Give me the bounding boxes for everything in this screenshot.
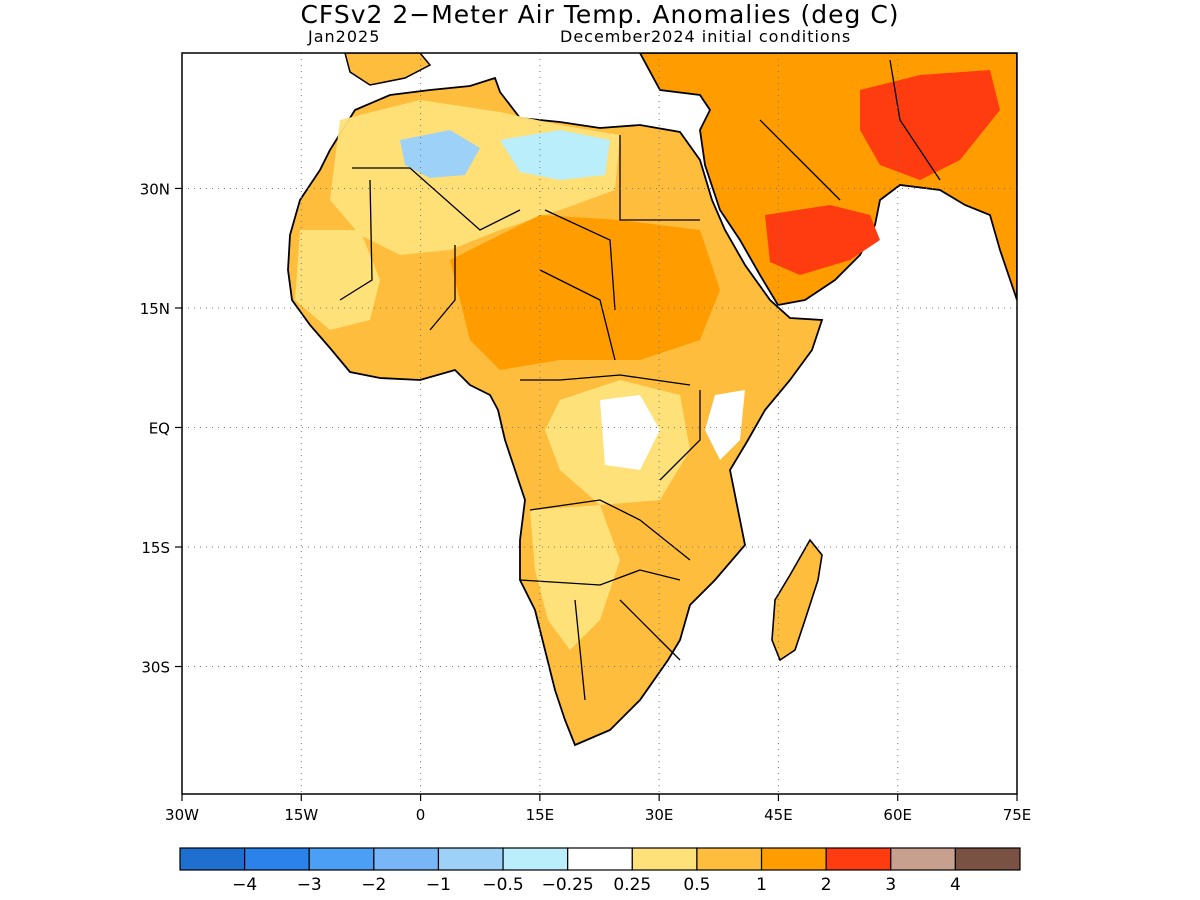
- anomaly-zone-west-weak: [295, 230, 380, 330]
- map-frame: [181, 52, 1018, 795]
- colorbar-swatch: [437, 847, 504, 871]
- colorbar: −4 −3 −2 −1 −0.5 −0.25 0.25 0.5 1 2 3 4: [179, 847, 1021, 895]
- anomaly-zone-cool-north: [400, 130, 480, 178]
- anomaly-zone-east-neutral: [705, 390, 745, 460]
- colorbar-label: 0.25: [613, 875, 651, 895]
- colorbar-swatch: [825, 847, 892, 871]
- latitude-axis: 30N 15N EQ 15S 30S: [140, 180, 182, 677]
- country-borders: [339, 59, 941, 701]
- lat-tick-label: EQ: [149, 419, 170, 437]
- lon-tick-label: 30E: [645, 806, 674, 824]
- colorbar-label: 4: [950, 875, 961, 895]
- lon-tick-label: 0: [416, 806, 426, 824]
- anomaly-zone-cool-egypt: [500, 130, 610, 180]
- lon-tick-label: 15W: [284, 806, 318, 824]
- colorbar-swatch: [373, 847, 440, 871]
- colorbar-label: −1: [426, 875, 451, 895]
- lat-tick-label: 30N: [140, 180, 170, 198]
- colorbar-swatch: [890, 847, 956, 871]
- colorbar-swatch: [244, 847, 310, 871]
- anomaly-zone-iran-hot: [860, 70, 1000, 180]
- colorbar-label: 0.5: [683, 875, 710, 895]
- anomaly-zone-arabia-hot: [765, 205, 880, 275]
- lat-tick-label: 30S: [141, 659, 170, 677]
- colorbar-swatch: [502, 847, 569, 871]
- anomaly-zone-central-neutral: [600, 395, 660, 470]
- lon-tick-label: 60E: [883, 806, 912, 824]
- colorbar-swatch: [631, 847, 698, 871]
- anomaly-zone-south-weak: [530, 505, 620, 650]
- colorbar-label: −0.5: [482, 875, 523, 895]
- colorbar-swatch: [179, 847, 246, 871]
- colorbar-swatch: [954, 847, 1021, 871]
- map-plot-area: [182, 53, 1017, 794]
- colorbar-swatch: [696, 847, 763, 871]
- land-north-mediterranean: [344, 53, 432, 86]
- colorbar-label: −3: [297, 875, 322, 895]
- longitude-axis: 30W 15W 0 15E 30E 45E 60E 75E: [165, 794, 1031, 824]
- colorbar-swatch: [760, 847, 827, 871]
- lon-tick-label: 45E: [764, 806, 793, 824]
- colorbar-swatch: [308, 847, 375, 871]
- colorbar-label: 3: [885, 875, 896, 895]
- colorbar-label: −4: [232, 875, 257, 895]
- colorbar-label: −2: [361, 875, 386, 895]
- land-madagascar: [771, 538, 823, 662]
- initial-conditions-label: December2024 initial conditions: [560, 27, 852, 46]
- colorbar-label: 2: [821, 875, 832, 895]
- lon-tick-label: 15E: [526, 806, 555, 824]
- lon-tick-label: 75E: [1003, 806, 1032, 824]
- lat-tick-label: 15N: [140, 300, 170, 318]
- lat-tick-label: 15S: [141, 539, 170, 557]
- colorbar-swatch: [567, 847, 633, 871]
- valid-month-label: Jan2025: [308, 27, 381, 46]
- colorbar-label: 1: [756, 875, 767, 895]
- map-title: CFSv2 2−Meter Air Temp. Anomalies (deg C…: [300, 0, 900, 29]
- colorbar-label: −0.25: [542, 875, 594, 895]
- lon-tick-label: 30W: [165, 806, 199, 824]
